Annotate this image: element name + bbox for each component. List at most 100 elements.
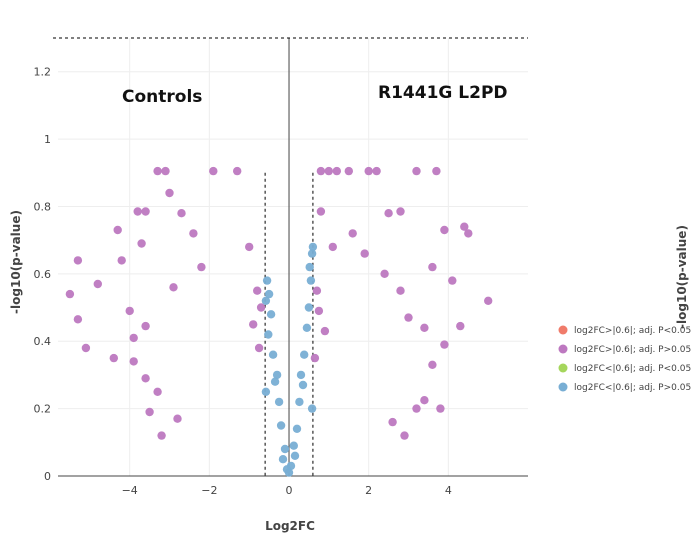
data-point (456, 321, 465, 331)
data-point (332, 166, 341, 176)
data-point (396, 207, 405, 216)
data-point (169, 283, 178, 292)
data-point (284, 468, 294, 477)
data-point (440, 225, 449, 235)
data-point (209, 166, 218, 176)
data-point (300, 350, 309, 359)
data-point (278, 455, 288, 464)
data-point (137, 239, 146, 248)
data-point (276, 421, 286, 430)
x-tick-label: 2 (365, 484, 372, 497)
data-point (161, 166, 170, 176)
data-point (65, 289, 75, 299)
data-point (314, 306, 324, 316)
data-point (295, 397, 304, 407)
annotation-r1441g-l2pd: R1441G L2PD (378, 83, 508, 103)
legend-label: log2FC<|0.6|; adj. P>0.05 (574, 383, 691, 393)
data-point (292, 424, 302, 433)
y-tick-label: 0 (44, 470, 51, 483)
data-point (261, 296, 271, 305)
y-tick-label: 0.6 (34, 268, 52, 281)
data-point (254, 343, 264, 353)
x-tick-label: −4 (122, 484, 138, 497)
data-point (73, 315, 83, 324)
data-point (304, 303, 314, 312)
legend-label: log2FC>|0.6|; adj. P>0.05 (574, 345, 691, 355)
y-tick-label: 1 (44, 133, 51, 146)
data-point (298, 380, 308, 390)
data-point (289, 441, 298, 450)
data-point (432, 166, 441, 176)
data-point (310, 353, 320, 363)
data-point (412, 166, 421, 176)
data-point (261, 387, 271, 396)
data-point (305, 262, 314, 272)
data-point (302, 323, 312, 332)
data-point (464, 229, 473, 238)
data-point (448, 276, 457, 285)
data-point (428, 262, 437, 272)
data-point (286, 461, 296, 471)
x-tick-label: 0 (286, 484, 293, 497)
data-point (440, 340, 449, 349)
data-point (320, 326, 330, 336)
data-point (153, 387, 162, 396)
data-point (117, 256, 126, 265)
data-point (306, 276, 316, 285)
data-point (308, 242, 318, 252)
legend-marker (558, 344, 568, 354)
legend-label: log2FC<|0.6|; adj. P<0.05 (574, 364, 691, 374)
data-point (436, 404, 445, 413)
data-point (177, 209, 186, 218)
data-point (81, 343, 91, 353)
legend-marker (558, 363, 568, 373)
data-point (328, 242, 337, 252)
x-tick-label: −2 (201, 484, 217, 497)
y-axis-title-right: -log10(p-value) (675, 225, 689, 329)
data-point (360, 249, 369, 258)
data-point (109, 353, 119, 363)
data-point (364, 166, 373, 176)
legend: log2FC>|0.6|; adj. P<0.05 log2FC>|0.6|; a… (558, 325, 691, 393)
data-point (380, 269, 389, 278)
data-point (264, 330, 273, 339)
x-tick-label: 4 (445, 484, 452, 497)
data-point (253, 286, 262, 295)
data-point (316, 207, 326, 216)
data-point (173, 414, 182, 423)
y-tick-label: 1.2 (34, 66, 52, 79)
y-tick-label: 0.2 (34, 403, 52, 416)
data-point (274, 397, 284, 407)
data-point (129, 333, 138, 343)
data-point (268, 350, 278, 359)
data-point (233, 166, 242, 176)
data-point (256, 303, 266, 312)
x-axis-title: Log2FC (265, 519, 315, 533)
data-point (312, 286, 322, 295)
x-axis-ticks: −4 −2 0 2 4 (122, 484, 452, 497)
data-point (280, 444, 290, 454)
data-point (400, 431, 409, 440)
y-tick-label: 0.4 (34, 335, 52, 348)
data-point (316, 166, 326, 176)
data-point (245, 242, 254, 252)
data-point (153, 166, 162, 176)
data-point (420, 323, 429, 332)
data-point (73, 256, 83, 265)
data-point (372, 166, 381, 176)
data-point (307, 404, 317, 413)
y-axis-ticks: 0 0.2 0.4 0.6 0.8 1 1.2 (34, 66, 52, 483)
data-point (428, 360, 437, 369)
data-point (129, 357, 138, 366)
data-point (262, 276, 272, 285)
reference-lines (53, 37, 528, 476)
data-point (272, 370, 282, 380)
data-point (197, 262, 206, 272)
data-point (93, 279, 103, 289)
data-point (460, 222, 469, 231)
data-point (113, 225, 122, 235)
legend-label: log2FC>|0.6|; adj. P<0.05 (574, 326, 691, 336)
grid-lines (58, 38, 528, 476)
data-point (141, 374, 150, 383)
